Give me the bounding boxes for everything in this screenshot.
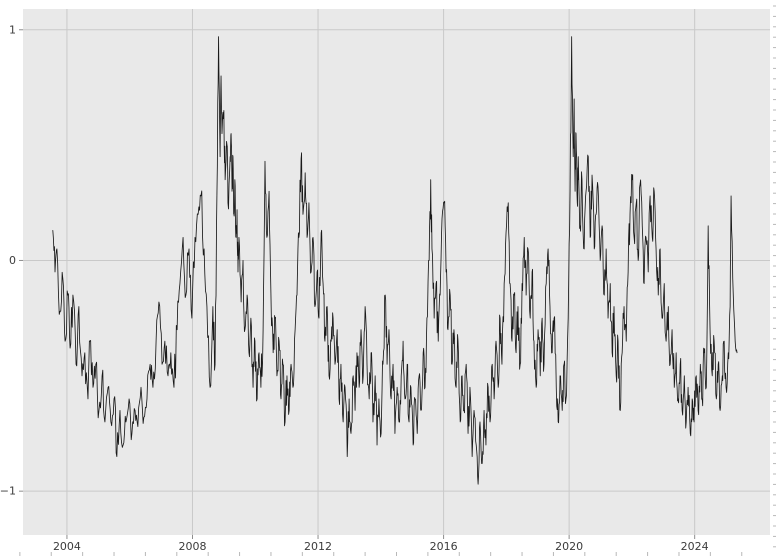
- series-line: [52, 36, 738, 485]
- x-axis-tick-label: 2004: [53, 540, 81, 553]
- x-axis-tick-label: 2020: [555, 540, 583, 553]
- x-axis-tick-label: 2008: [178, 540, 206, 553]
- y-axis-tick-label: −1: [0, 485, 16, 498]
- x-axis-tick-label: 2024: [681, 540, 709, 553]
- x-axis-tick-label: 2012: [304, 540, 332, 553]
- y-axis-tick-label: 1: [9, 23, 16, 36]
- y-axis-tick-label: 0: [9, 254, 16, 267]
- x-axis-tick-label: 2016: [430, 540, 458, 553]
- plot-panel: [23, 9, 770, 535]
